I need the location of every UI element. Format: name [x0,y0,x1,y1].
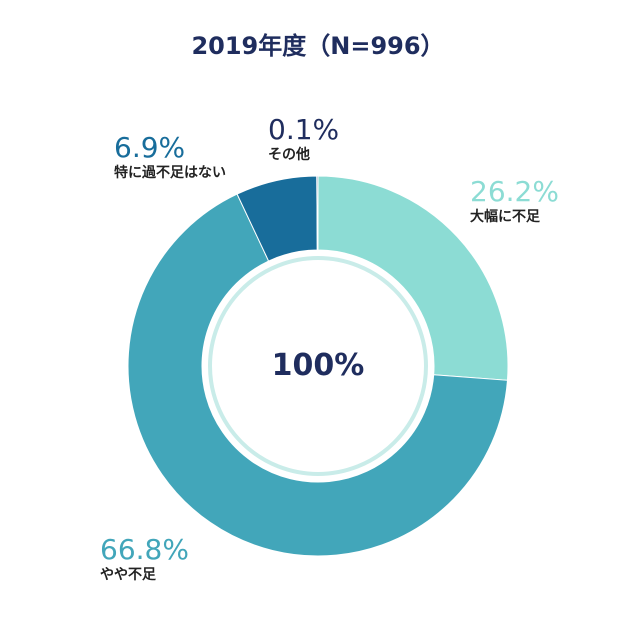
category-label-no-excess-shortage: 特に過不足はない [114,165,226,181]
slice-slight-shortage [127,193,508,557]
value-label-slight-shortage: 66.8% [100,533,189,566]
label-major-shortage: 26.2% 大幅に不足 [470,176,559,226]
inner-ring [208,256,428,476]
value-label-no-excess-shortage: 6.9% [114,131,186,164]
center-total-label: 100% [271,348,365,383]
label-other: 0.1% その他 [268,114,339,164]
category-label-slight-shortage: やや不足 [100,567,156,583]
value-label-other: 0.1% [268,113,340,146]
slice-other [316,175,319,251]
slice-major-shortage [317,175,509,381]
label-no-excess-shortage: 6.9% 特に過不足はない [114,132,226,182]
label-slight-shortage: 66.8% やや不足 [100,534,189,584]
value-label-major-shortage: 26.2% [470,175,559,208]
category-label-other: その他 [268,147,310,163]
category-label-major-shortage: 大幅に不足 [470,209,540,225]
chart-title: 2019年度（N=996） [191,32,445,60]
